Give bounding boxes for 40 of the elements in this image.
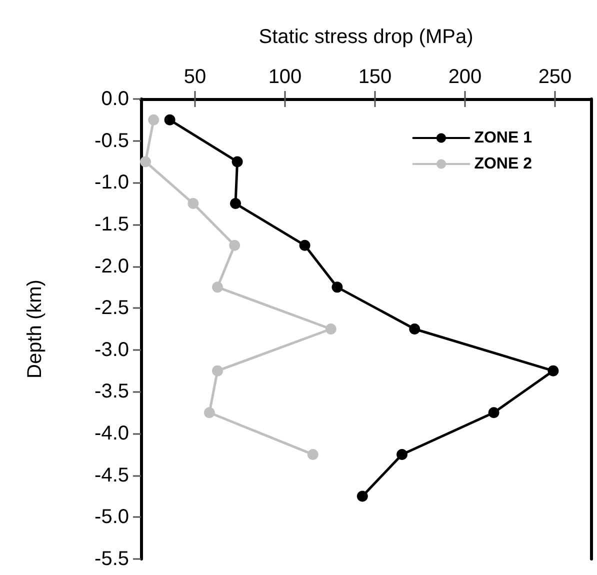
x-tick-label: 200 bbox=[448, 66, 482, 88]
point bbox=[204, 407, 215, 418]
y-tick-label: -3.5 bbox=[94, 380, 129, 403]
y-tick-label: -4.5 bbox=[94, 464, 129, 486]
x-tick-label: 250 bbox=[538, 66, 572, 88]
y-tick-label: -1.5 bbox=[94, 213, 129, 236]
point bbox=[488, 407, 500, 418]
y-tick-label: -5.0 bbox=[94, 506, 129, 528]
y-axis-title: Depth (km) bbox=[24, 280, 46, 378]
y-tick-label: -4.0 bbox=[94, 422, 129, 445]
x-tick-label: 100 bbox=[268, 66, 302, 88]
point bbox=[332, 282, 343, 293]
y-tick-label: -5.5 bbox=[94, 548, 129, 570]
x-tick-label: 50 bbox=[184, 66, 206, 88]
legend-label: ZONE 2 bbox=[474, 156, 532, 172]
y-tick-label: -2.5 bbox=[94, 297, 129, 320]
point bbox=[299, 240, 310, 251]
point bbox=[396, 448, 408, 460]
y-tick-label: 0.0 bbox=[101, 88, 129, 110]
point bbox=[140, 156, 151, 168]
point bbox=[212, 365, 223, 376]
point bbox=[325, 324, 336, 334]
point bbox=[164, 114, 176, 126]
y-tick-label: -3.0 bbox=[94, 338, 129, 361]
point bbox=[307, 448, 318, 460]
y-tick-label: -2.0 bbox=[94, 255, 129, 278]
point bbox=[409, 324, 420, 334]
point bbox=[148, 114, 160, 126]
point bbox=[230, 198, 241, 210]
point bbox=[212, 282, 223, 293]
point bbox=[229, 240, 240, 251]
x-tick-label: 150 bbox=[358, 66, 392, 88]
point bbox=[232, 156, 243, 168]
x-axis-title: Static stress drop (MPa) bbox=[258, 26, 474, 48]
point bbox=[188, 198, 199, 210]
point bbox=[548, 365, 559, 376]
y-tick-label: -0.5 bbox=[94, 130, 129, 152]
legend-label: ZONE 1 bbox=[474, 130, 532, 146]
y-tick-label: -1.0 bbox=[94, 172, 129, 194]
point bbox=[356, 490, 368, 502]
